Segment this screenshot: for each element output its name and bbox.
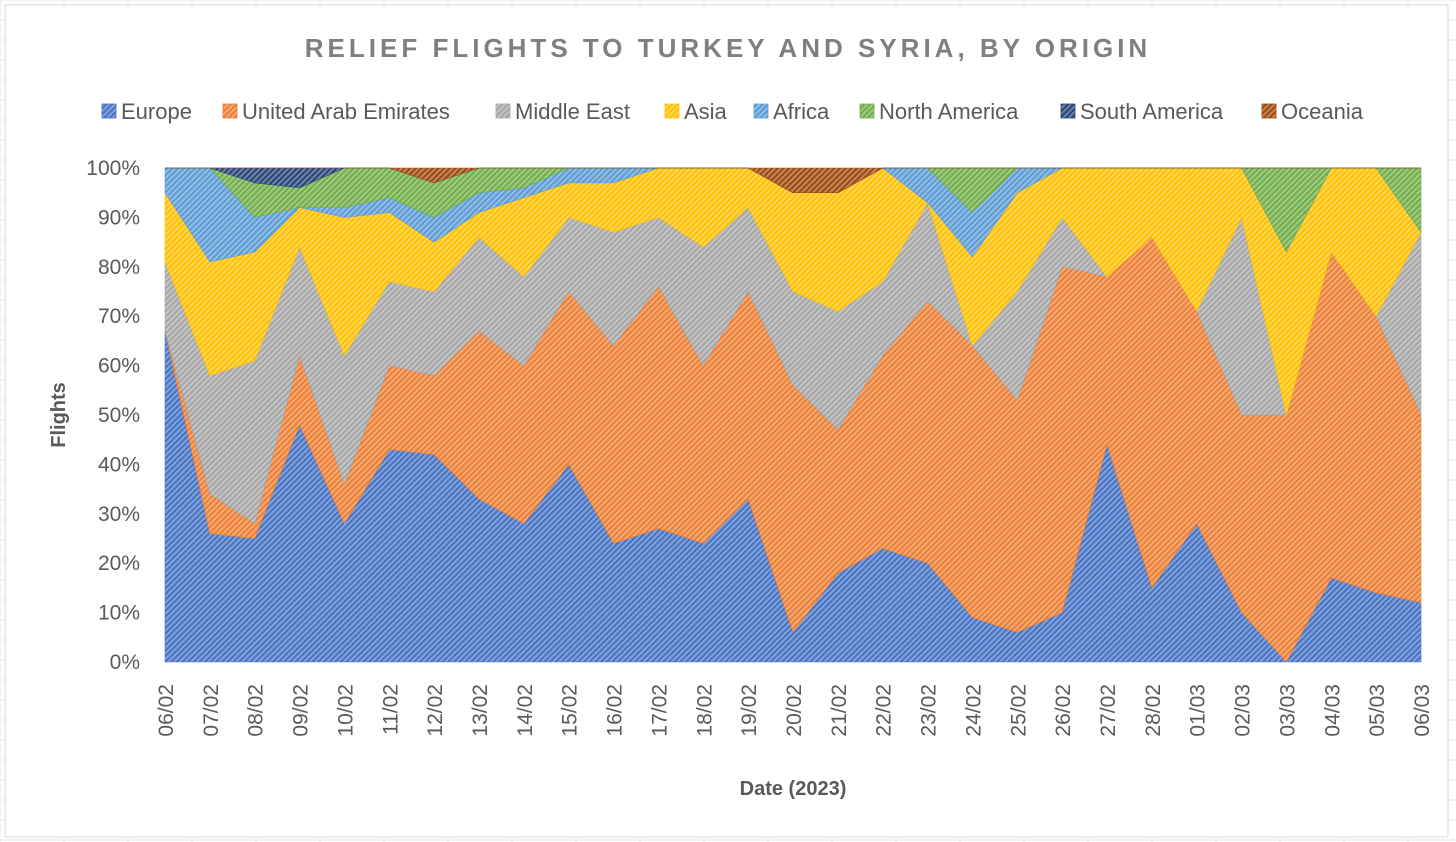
legend-swatch-europe: [101, 103, 117, 119]
y-axis-title: Flights: [48, 382, 70, 448]
x-tick-label: 20/02: [783, 684, 806, 737]
x-tick-label: 19/02: [738, 684, 761, 737]
x-tick-label: 24/02: [962, 684, 985, 737]
y-tick-label: 80%: [98, 256, 140, 279]
legend-swatch-asia: [664, 103, 680, 119]
x-tick-label: 26/02: [1052, 684, 1075, 737]
x-tick-label: 17/02: [648, 684, 671, 737]
legend-label-europe: Europe: [121, 99, 192, 124]
y-tick-label: 20%: [98, 552, 140, 575]
legend: Europe United Arab Emirates Middle East Asi…: [101, 99, 1364, 124]
x-tick-label: 21/02: [828, 684, 851, 737]
x-tick-label: 08/02: [245, 684, 268, 737]
y-tick-label: 30%: [98, 503, 140, 526]
x-tick-label: 15/02: [559, 684, 582, 737]
x-tick-label: 03/03: [1276, 684, 1299, 737]
x-axis: 06/02 07/02 08/02 09/02 10/02 11/02 12/02 13/02…: [155, 684, 1434, 737]
x-tick-label: 25/02: [1007, 684, 1030, 737]
x-tick-label: 27/02: [1097, 684, 1120, 737]
legend-label-middle-east: Middle East: [515, 99, 630, 124]
x-tick-label: 13/02: [469, 684, 492, 737]
x-tick-label: 16/02: [604, 684, 627, 737]
x-tick-label: 23/02: [918, 684, 941, 737]
legend-label-oceania: Oceania: [1281, 99, 1364, 124]
y-tick-label: 100%: [86, 157, 140, 180]
legend-label-africa: Africa: [773, 99, 830, 124]
legend-label-south-america: South America: [1080, 99, 1224, 124]
x-tick-label: 01/03: [1187, 684, 1210, 737]
legend-swatch-south-america: [1060, 103, 1076, 119]
y-tick-label: 10%: [98, 602, 140, 625]
x-tick-label: 10/02: [334, 684, 357, 737]
x-tick-label: 11/02: [379, 684, 402, 735]
x-tick-label: 18/02: [693, 684, 716, 737]
legend-label-north-america: North America: [879, 99, 1019, 124]
x-tick-label: 07/02: [200, 684, 223, 737]
x-tick-label: 06/02: [155, 684, 178, 737]
legend-swatch-africa: [753, 103, 769, 119]
legend-swatch-north-america: [859, 103, 875, 119]
x-tick-label: 06/03: [1411, 684, 1434, 737]
area-oceania: [165, 167, 1421, 193]
x-tick-label: 05/03: [1366, 684, 1389, 737]
y-tick-label: 50%: [98, 404, 140, 427]
legend-label-united-arab-emirates: United Arab Emirates: [242, 99, 450, 124]
y-tick-label: 40%: [98, 453, 140, 476]
x-tick-label: 02/03: [1232, 684, 1255, 737]
x-tick-label: 09/02: [290, 684, 313, 737]
legend-swatch-middle-east: [495, 103, 511, 119]
y-tick-label: 70%: [98, 305, 140, 328]
y-axis: 0% 10% 20% 30% 40% 50% 60% 70% 80% 90% 100%: [86, 157, 140, 674]
y-tick-label: 0%: [110, 651, 140, 674]
legend-label-asia: Asia: [684, 99, 728, 124]
x-tick-label: 22/02: [873, 684, 896, 737]
plot-area: [164, 167, 1422, 663]
legend-swatch-united-arab-emirates: [222, 103, 238, 119]
chart-title: RELIEF FLIGHTS TO TURKEY AND SYRIA, BY O…: [305, 33, 1151, 63]
y-tick-label: 90%: [98, 206, 140, 229]
x-tick-label: 04/03: [1321, 684, 1344, 737]
x-tick-label: 28/02: [1142, 684, 1165, 737]
x-tick-label: 14/02: [514, 684, 537, 737]
x-axis-title: Date (2023): [740, 778, 847, 800]
y-tick-label: 60%: [98, 355, 140, 378]
x-tick-label: 12/02: [424, 684, 447, 737]
legend-swatch-oceania: [1261, 103, 1277, 119]
